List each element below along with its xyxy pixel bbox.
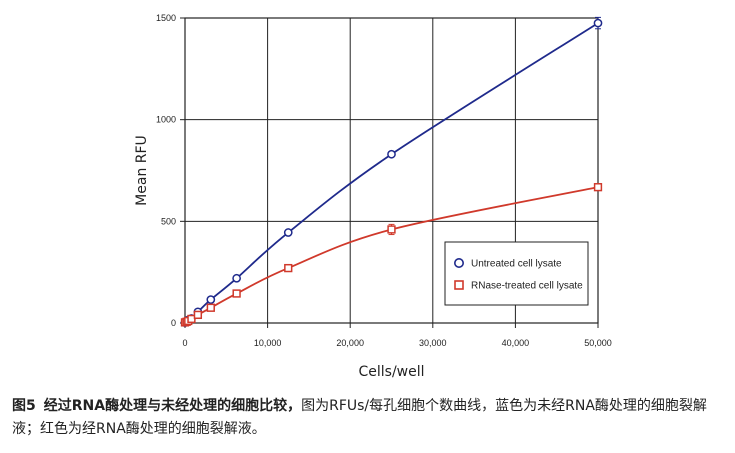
y-tick-label: 500 [161, 216, 176, 226]
y-tick-label: 1000 [156, 115, 176, 125]
legend-label: Untreated cell lysate [471, 259, 562, 270]
x-tick-label: 30,000 [419, 338, 447, 348]
legend-marker-circle [453, 257, 464, 268]
data-point [232, 289, 241, 298]
plot-frame [184, 17, 599, 324]
legend: Untreated cell lysate RNase-treated cell … [444, 241, 589, 306]
series-rnase-treated [180, 183, 603, 327]
x-tick-label: 50,000 [584, 338, 612, 348]
caption-bold-text: 经过RNA酶处理与未经处理的细胞比较， [43, 398, 302, 414]
y-tick-label: 1500 [156, 13, 176, 23]
data-point [232, 273, 241, 283]
x-tick-label: 40,000 [502, 338, 530, 348]
line-chart: 0 10,000 20,000 30,000 40,000 50,000 0 500 1000 1… [134, 13, 612, 380]
data-point [193, 310, 203, 320]
x-tick-label: 0 [182, 338, 187, 348]
data-point [593, 183, 603, 192]
y-tick-label: 0 [171, 318, 176, 328]
legend-marker-square [454, 280, 464, 290]
data-point [284, 263, 293, 273]
figure-caption: 图5 经过RNA酶处理与未经处理的细胞比较，图为RFUs/每孔细胞个数曲线，蓝色为… [12, 395, 727, 441]
data-point [593, 18, 603, 28]
y-axis-title: Mean RFU [134, 135, 150, 206]
data-point [206, 295, 216, 304]
x-tick-label: 10,000 [254, 338, 282, 348]
data-point [283, 228, 293, 237]
caption-figure-label: 图5 [12, 398, 36, 414]
chart: 0 10,000 20,000 30,000 40,000 50,000 0 500 1000 1… [134, 13, 612, 380]
data-point [206, 303, 215, 312]
legend-label: RNase-treated cell lysate [471, 281, 583, 292]
data-point [387, 149, 396, 159]
data-point [387, 225, 396, 234]
x-tick-label: 20,000 [336, 338, 364, 348]
axes: 0 10,000 20,000 30,000 40,000 50,000 0 500 1000 1… [134, 13, 612, 380]
series [180, 16, 603, 327]
x-axis-title: Cells/well [358, 364, 424, 380]
caption-text: 图为RFUs/每孔细胞个数曲线，蓝色为未经RNA酶处理的细胞裂解液；红色为经RN… [12, 398, 707, 437]
legend-box [444, 241, 589, 306]
